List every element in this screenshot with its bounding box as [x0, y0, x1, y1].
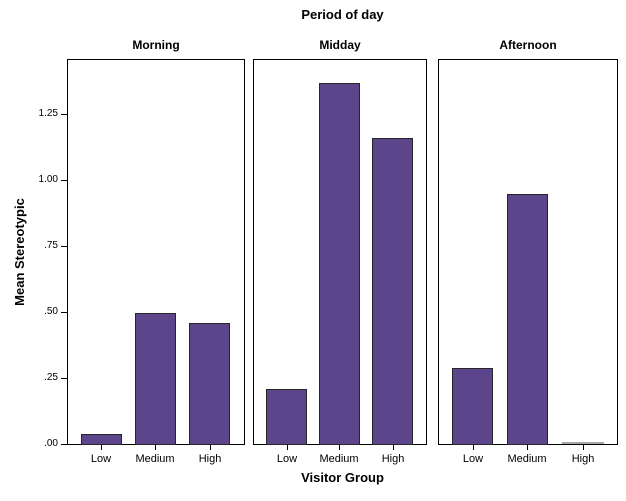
panel-header-midday: Midday	[319, 38, 361, 52]
bar-morning-medium	[135, 313, 176, 445]
bar-afternoon-medium	[507, 194, 548, 445]
panel-header-afternoon: Afternoon	[499, 38, 557, 52]
x-tick-mark-morning-medium	[155, 445, 156, 450]
y-tick-label-1-25: 1.25	[38, 108, 58, 119]
x-tick-label-morning-low: Low	[90, 453, 112, 465]
x-tick-mark-afternoon-high	[583, 445, 584, 450]
bar-midday-medium	[319, 83, 360, 445]
x-axis-title: Visitor Group	[301, 470, 384, 485]
bar-morning-high	[189, 323, 230, 445]
y-axis-title: Mean Stereotypic	[12, 198, 27, 306]
bar-afternoon-high-zero	[562, 442, 604, 444]
bar-midday-low	[266, 389, 307, 445]
x-tick-mark-morning-high	[210, 445, 211, 450]
x-tick-mark-midday-low	[287, 445, 288, 450]
x-tick-label-midday-low: Low	[276, 453, 298, 465]
x-tick-mark-midday-medium	[339, 445, 340, 450]
x-tick-label-morning-medium: Medium	[135, 453, 175, 465]
y-tick-label-1-00: 1.00	[38, 174, 58, 185]
chart-title: Period of day	[301, 7, 384, 22]
x-tick-mark-morning-low	[101, 445, 102, 450]
x-tick-mark-afternoon-low	[473, 445, 474, 450]
x-tick-mark-afternoon-medium	[527, 445, 528, 450]
x-tick-label-morning-high: High	[198, 453, 222, 465]
y-tick-mark-1-00	[61, 180, 67, 181]
bar-midday-high	[372, 138, 413, 445]
y-tick-label-50: .50	[44, 306, 58, 317]
y-tick-label-00: .00	[44, 438, 58, 449]
y-tick-mark-00	[61, 444, 67, 445]
y-tick-label-25: .25	[44, 372, 58, 383]
y-tick-label-75: .75	[44, 240, 58, 251]
x-tick-label-afternoon-low: Low	[462, 453, 484, 465]
panel-header-morning: Morning	[132, 38, 180, 52]
y-tick-mark-75	[61, 246, 67, 247]
y-tick-mark-1-25	[61, 114, 67, 115]
x-tick-mark-midday-high	[393, 445, 394, 450]
x-tick-label-afternoon-medium: Medium	[507, 453, 547, 465]
x-tick-label-afternoon-high: High	[571, 453, 595, 465]
bar-morning-low	[81, 434, 122, 445]
x-tick-label-midday-high: High	[381, 453, 405, 465]
y-tick-mark-50	[61, 312, 67, 313]
bar-afternoon-low	[452, 368, 493, 445]
y-tick-mark-25	[61, 378, 67, 379]
x-tick-label-midday-medium: Medium	[319, 453, 359, 465]
